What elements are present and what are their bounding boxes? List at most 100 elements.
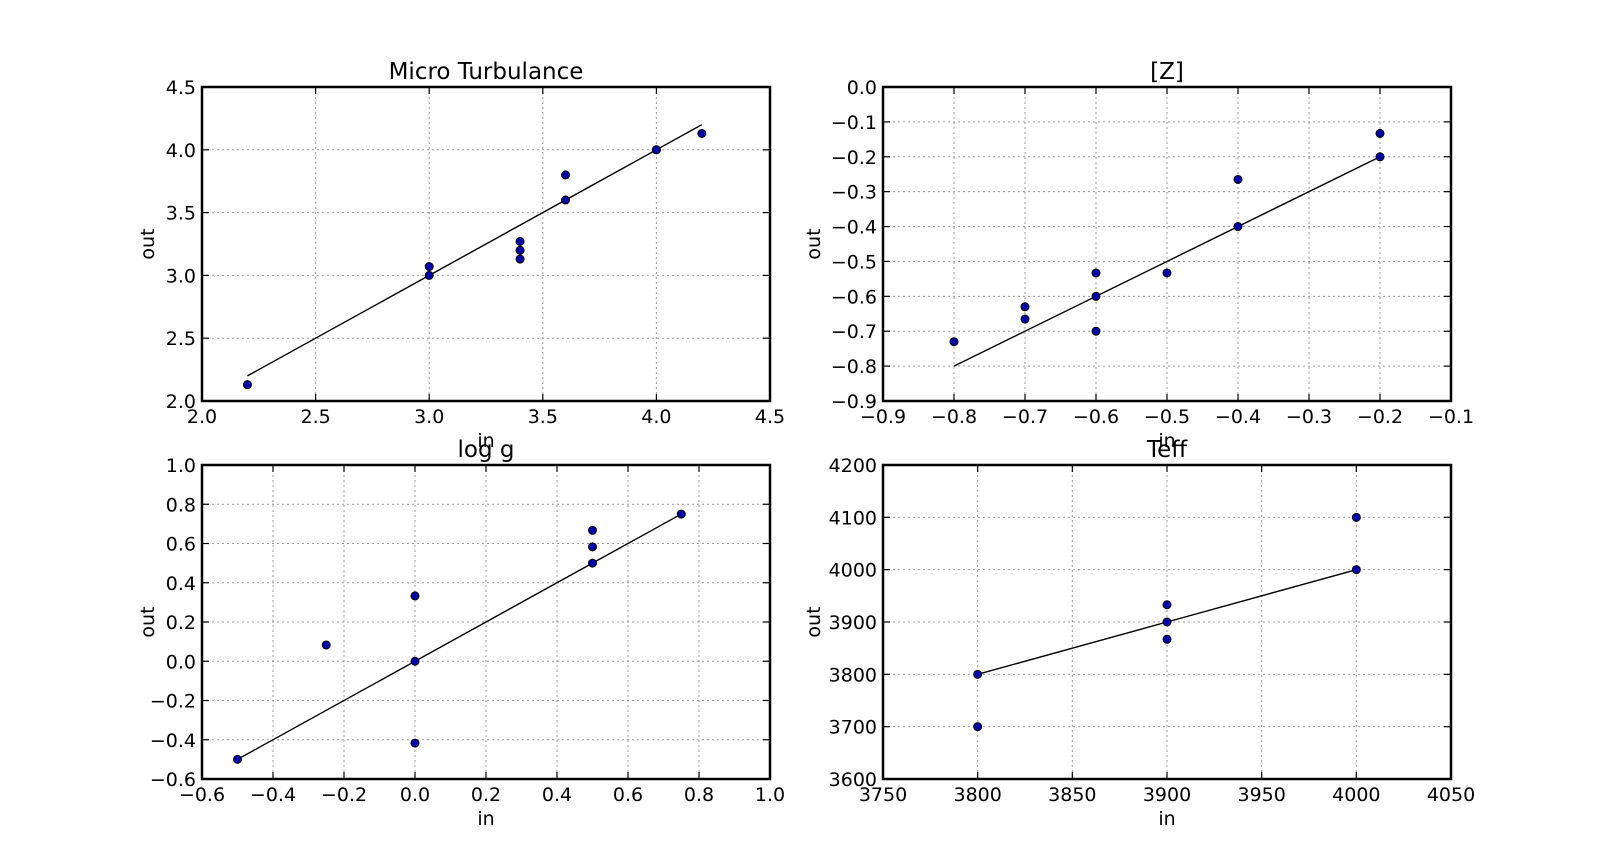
x-tick-label: −0.9 — [860, 406, 906, 428]
data-point — [1162, 268, 1172, 278]
data-point — [1091, 326, 1101, 336]
chart-title-z: [Z] — [1150, 59, 1184, 85]
y-tick-label: 0.4 — [166, 573, 196, 595]
y-tick-label: 3.0 — [166, 265, 196, 287]
data-point — [1020, 302, 1030, 312]
x-tick-label: −0.6 — [1073, 406, 1119, 428]
x-axis-label: in — [1158, 808, 1175, 830]
x-tick-label: 0.8 — [684, 784, 714, 806]
subplot-micro-turbulance: 2.0 2.5 3.0 3.5 4.0 4.5 2.0 2.5 3.0 3.5 4.0 4.5 in ou… — [137, 59, 785, 452]
y-tick-label: 4.0 — [166, 140, 196, 162]
data-point — [973, 669, 983, 679]
data-point — [242, 380, 252, 390]
data-point — [973, 722, 983, 732]
x-axis-label: in — [477, 808, 494, 830]
x-tick-label: −0.2 — [1357, 406, 1403, 428]
x-tick-label: 4050 — [1427, 784, 1475, 806]
data-point — [588, 542, 597, 552]
y-tick-label: −0.6 — [150, 769, 196, 791]
data-point — [588, 558, 597, 568]
y-axis-label: out — [803, 606, 825, 637]
fit-line — [953, 156, 1381, 367]
x-tick-label: 4000 — [1332, 784, 1380, 806]
x-tick-label: −0.2 — [321, 784, 367, 806]
y-tick-label: 0.0 — [847, 77, 877, 99]
data-point — [1162, 600, 1172, 610]
x-tick-label: 3900 — [1143, 784, 1191, 806]
y-tick-label: −0.6 — [831, 286, 877, 308]
data-point — [697, 128, 707, 138]
data-point — [1351, 565, 1361, 575]
x-tick-label: −0.7 — [1002, 406, 1048, 428]
plot-frame — [881, 85, 1453, 403]
data-point — [424, 270, 434, 280]
y-tick-label: −0.4 — [150, 730, 196, 752]
y-tick-label: 3.5 — [166, 203, 196, 225]
x-tick-label: 2.5 — [300, 406, 330, 428]
y-tick-label: 3700 — [829, 717, 877, 739]
plot-frame — [200, 463, 772, 781]
data-point — [1091, 291, 1101, 301]
x-tick-label: 3800 — [953, 784, 1001, 806]
chart-title-micro-turbulance: Micro Turbulance — [389, 59, 584, 85]
data-point — [1233, 222, 1243, 232]
y-tick-label: −0.8 — [831, 356, 877, 378]
y-tick-label: 3800 — [829, 664, 877, 686]
x-tick-label: 4.0 — [641, 406, 671, 428]
data-point — [1162, 634, 1172, 644]
x-tick-label: −0.3 — [1286, 406, 1332, 428]
y-tick-label: 0.0 — [166, 651, 196, 673]
data-point — [410, 656, 420, 666]
x-tick-label: −0.6 — [179, 784, 225, 806]
data-point — [561, 170, 571, 180]
x-tick-label: 0.2 — [471, 784, 501, 806]
subplot-z: −0.9 −0.8 −0.7 −0.6 −0.5 −0.4 −0.3 −0.2 −0.1 −0.9… — [803, 59, 1474, 452]
data-point — [651, 145, 661, 155]
x-tick-label: 2.0 — [187, 406, 217, 428]
x-tick-label: −0.8 — [931, 406, 977, 428]
x-tick-label: 4.5 — [755, 406, 785, 428]
y-tick-label: −0.2 — [150, 691, 196, 713]
x-tick-label: 3750 — [859, 784, 907, 806]
data-point — [321, 640, 331, 650]
y-axis-label: out — [803, 228, 825, 259]
y-tick-label: 3900 — [829, 612, 877, 634]
data-point — [1233, 174, 1243, 184]
data-point — [1162, 617, 1172, 627]
x-tick-label: 3.5 — [528, 406, 558, 428]
data-point — [1020, 314, 1030, 324]
chart-title-teff: Teff — [1146, 437, 1188, 463]
y-tick-label: −0.9 — [831, 391, 877, 413]
x-tick-label: 0.4 — [542, 784, 572, 806]
y-tick-label: −0.7 — [831, 321, 877, 343]
y-tick-label: −0.3 — [831, 182, 877, 204]
x-axis-label: in — [477, 430, 494, 452]
x-axis-label: in — [1158, 430, 1175, 452]
y-axis-label: out — [137, 606, 159, 637]
data-point — [1375, 152, 1385, 162]
x-tick-label: −0.5 — [1144, 406, 1190, 428]
y-tick-label: −0.1 — [831, 112, 877, 134]
x-tick-label: 3950 — [1237, 784, 1285, 806]
x-tick-label: 3.0 — [414, 406, 444, 428]
plot-frame — [881, 463, 1453, 781]
data-point — [1375, 128, 1385, 138]
x-tick-label: 0.6 — [613, 784, 643, 806]
x-tick-label: 3850 — [1048, 784, 1096, 806]
y-tick-label: 2.5 — [166, 328, 196, 350]
y-tick-label: 0.6 — [166, 534, 196, 556]
y-tick-label: 1.0 — [166, 455, 196, 477]
data-point — [410, 591, 420, 601]
y-tick-label: −0.4 — [831, 217, 877, 239]
data-point — [1351, 512, 1361, 522]
x-tick-label: 0.0 — [400, 784, 430, 806]
subplot-teff: 3750 3800 3850 3900 3950 4000 4050 3600 3700 3800… — [803, 437, 1475, 830]
x-tick-label: 1.0 — [755, 784, 785, 806]
y-tick-label: 0.8 — [166, 494, 196, 516]
y-axis-label: out — [137, 228, 159, 259]
data-point — [410, 738, 420, 748]
data-point — [515, 245, 525, 255]
data-point — [515, 236, 525, 246]
y-tick-label: 4100 — [829, 507, 877, 529]
y-tick-label: 4200 — [829, 455, 877, 477]
